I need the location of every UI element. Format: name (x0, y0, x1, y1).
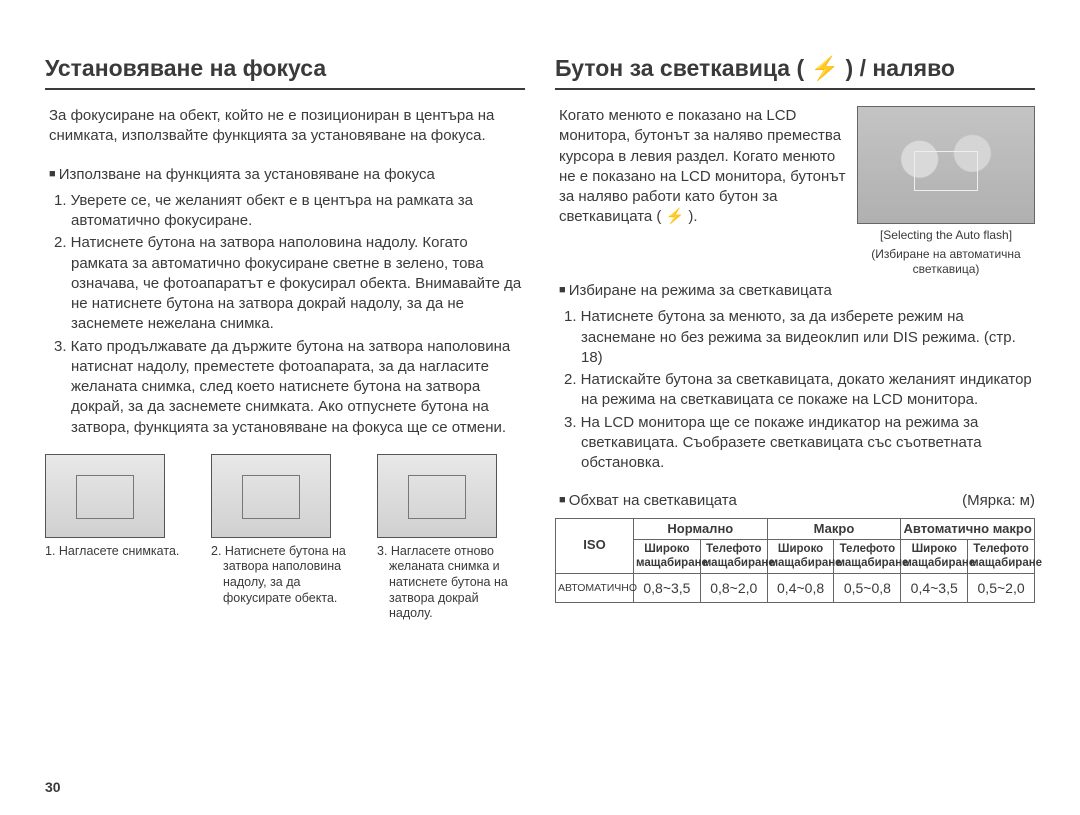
sub-wide-1: Широко мащабиране (634, 540, 701, 573)
thumb-3: 3. Нагласете отново желаната снимка и на… (377, 454, 525, 622)
thumb-3-image (377, 454, 497, 538)
left-step-2: 2. Натиснете бутона на затвора наполовин… (45, 233, 525, 334)
val-1: 0,8~2,0 (700, 573, 767, 602)
col-normal: Нормално (634, 518, 768, 540)
val-4: 0,4~3,5 (901, 573, 968, 602)
lcd-illustration-wrap: [Selecting the Auto flash] (Избиране на … (857, 106, 1035, 277)
thumb-2-caption: 2. Натиснете бутона на затвора наполовин… (211, 544, 359, 607)
val-3: 0,5~0,8 (834, 573, 901, 602)
sub-tele-3: Телефото мащабиране (968, 540, 1035, 573)
val-2: 0,4~0,8 (767, 573, 834, 602)
right-intro-post: ). (684, 208, 697, 225)
sub-wide-2: Широко мащабиране (767, 540, 834, 573)
row-auto-label: АВТОМАТИЧНО (556, 573, 634, 602)
flash-range-table: ISO Нормално Макро Автоматично макро Шир… (555, 518, 1035, 603)
lcd-label-en: [Selecting the Auto flash] (857, 228, 1035, 243)
flash-icon: ⚡ (811, 55, 840, 82)
col-macro: Макро (767, 518, 901, 540)
right-heading: Бутон за светкавица ( ⚡ ) / наляво (555, 55, 1035, 90)
right-step-2: 2. Натискайте бутона за светкавицата, до… (555, 370, 1035, 411)
thumb-1-caption: 1. Нагласете снимката. (45, 544, 193, 560)
thumb-2-image (211, 454, 331, 538)
sub-tele-1: Телефото мащабиране (700, 540, 767, 573)
right-subhead-1: Избиране на режима за светкавицата (555, 281, 1035, 301)
left-heading: Установяване на фокуса (45, 55, 525, 90)
thumb-3-caption: 3. Нагласете отново желаната снимка и на… (377, 544, 525, 622)
val-0: 0,8~3,5 (634, 573, 701, 602)
right-column: Бутон за светкавица ( ⚡ ) / наляво [Sele… (555, 55, 1035, 622)
right-subhead-2: Обхват на светкавицата (Мярка: м) (555, 491, 1035, 511)
left-step-3: 3. Като продължавате да държите бутона н… (45, 337, 525, 438)
flash-range-unit: (Мярка: м) (962, 491, 1035, 511)
right-step-1: 1. Натиснете бутона за менюто, за да изб… (555, 307, 1035, 368)
flash-range-label: Обхват на светкавицата (569, 492, 737, 509)
right-heading-post: ) / наляво (839, 55, 955, 81)
left-step-1: 1. Уверете се, че желаният обект е в цен… (45, 191, 525, 232)
right-heading-pre: Бутон за светкавица ( (555, 55, 811, 81)
left-column: Установяване на фокуса За фокусиране на … (45, 55, 525, 622)
iso-header: ISO (556, 518, 634, 573)
flash-icon-inline: ⚡ (666, 207, 685, 227)
right-step-3: 3. На LCD монитора ще се покаже индикато… (555, 413, 1035, 474)
thumb-1: 1. Нагласете снимката. (45, 454, 193, 622)
lcd-illustration (857, 106, 1035, 224)
col-auto-macro: Автоматично макро (901, 518, 1035, 540)
thumb-1-image (45, 454, 165, 538)
sub-tele-2: Телефото мащабиране (834, 540, 901, 573)
right-intro-pre: Когато менюто е показано на LCD монитора… (559, 107, 846, 225)
thumbnail-row: 1. Нагласете снимката. 2. Натиснете буто… (45, 454, 525, 622)
lcd-label-bg: (Избиране на автоматична светкавица) (857, 247, 1035, 277)
page-number: 30 (45, 779, 61, 795)
thumb-2: 2. Натиснете бутона на затвора наполовин… (211, 454, 359, 622)
left-subhead: Използване на функцията за установяване … (45, 165, 525, 185)
val-5: 0,5~2,0 (968, 573, 1035, 602)
left-intro: За фокусиране на обект, който не е позиц… (45, 106, 525, 147)
sub-wide-3: Широко мащабиране (901, 540, 968, 573)
